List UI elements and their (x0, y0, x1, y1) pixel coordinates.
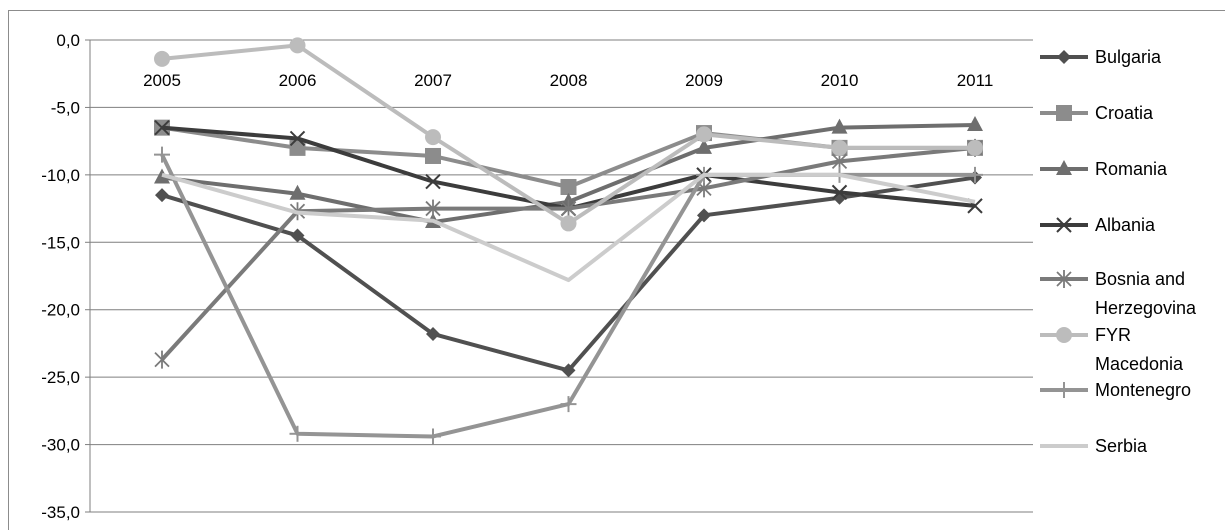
x-tick-label: 2005 (143, 71, 181, 90)
data-point (425, 428, 441, 445)
legend-item-romania: Romania (1040, 159, 1168, 179)
chart-border-left (8, 10, 9, 530)
legend-label: Croatia (1095, 103, 1154, 123)
legend-item-albania: Albania (1040, 215, 1156, 235)
x-tick-label: 2010 (821, 71, 859, 90)
y-tick-label: -20,0 (41, 301, 80, 320)
data-point (154, 119, 170, 136)
y-tick-label: 0,0 (56, 31, 80, 50)
data-point (425, 173, 441, 190)
data-point (560, 396, 577, 413)
legend-item-bosnia-and-herzegovina: Bosnia and Herzegovina (1040, 269, 1197, 318)
legend-marker (1056, 327, 1072, 343)
y-tick-label: -30,0 (41, 436, 80, 455)
series-line (161, 172, 976, 283)
chart-border-top (8, 10, 1225, 11)
legend-marker (1056, 160, 1072, 175)
series-serbia (161, 172, 976, 283)
y-tick-label: -10,0 (41, 166, 80, 185)
data-point (289, 37, 306, 54)
data-point (560, 215, 577, 232)
legend-item-bulgaria: Bulgaria (1040, 47, 1162, 67)
x-tick-label: 2008 (550, 71, 588, 90)
data-point (831, 139, 848, 156)
data-point (425, 199, 441, 218)
legend-label: Herzegovina (1095, 298, 1197, 318)
data-point (560, 199, 577, 218)
data-point (967, 139, 983, 156)
data-point (426, 326, 440, 341)
legend-label: Montenegro (1095, 380, 1191, 400)
legend-label: Serbia (1095, 436, 1148, 456)
legend-item-montenegro: Montenegro (1040, 380, 1191, 400)
data-point (425, 147, 441, 164)
data-point (425, 129, 441, 146)
x-tick-label: 2006 (279, 71, 317, 90)
legend-marker (1056, 270, 1072, 288)
legend-label: FYR (1095, 325, 1131, 345)
legend-item-serbia: Serbia (1040, 436, 1148, 456)
data-point (831, 184, 848, 201)
data-point (154, 350, 170, 369)
legend-marker (1056, 217, 1072, 233)
legend-label: Macedonia (1095, 354, 1184, 374)
legend-label: Bosnia and (1095, 269, 1185, 289)
legend-label: Bulgaria (1095, 47, 1162, 67)
y-tick-label: -25,0 (41, 368, 80, 387)
data-point (155, 188, 169, 203)
legend-label: Romania (1095, 159, 1168, 179)
data-point (560, 178, 577, 195)
x-tick-label: 2007 (414, 71, 452, 90)
data-point (561, 363, 576, 378)
data-point (697, 208, 711, 223)
y-tick-label: -35,0 (41, 503, 80, 522)
series-fyr-macedonia (154, 37, 983, 232)
legend-marker (1056, 382, 1072, 398)
data-point (967, 166, 983, 183)
series-croatia (154, 119, 983, 195)
data-point (967, 115, 983, 131)
data-point (289, 425, 306, 442)
data-point (289, 139, 306, 156)
legend-marker (1056, 105, 1072, 121)
data-point (154, 146, 170, 163)
legend-item-croatia: Croatia (1040, 103, 1154, 123)
data-point (154, 50, 170, 67)
y-tick-label: -5,0 (51, 98, 80, 117)
x-tick-label: 2011 (957, 71, 994, 90)
data-point (831, 118, 848, 134)
legend-marker (1057, 50, 1071, 64)
y-tick-label: -15,0 (41, 233, 80, 252)
data-point (289, 184, 306, 200)
data-point (290, 228, 305, 243)
data-point (289, 130, 306, 147)
legend-label: Albania (1095, 215, 1156, 235)
legend-item-fyr-macedonia: FYR Macedonia (1040, 325, 1184, 374)
x-tick-label: 2009 (685, 71, 723, 90)
data-point (696, 138, 712, 154)
data-point (696, 126, 712, 143)
